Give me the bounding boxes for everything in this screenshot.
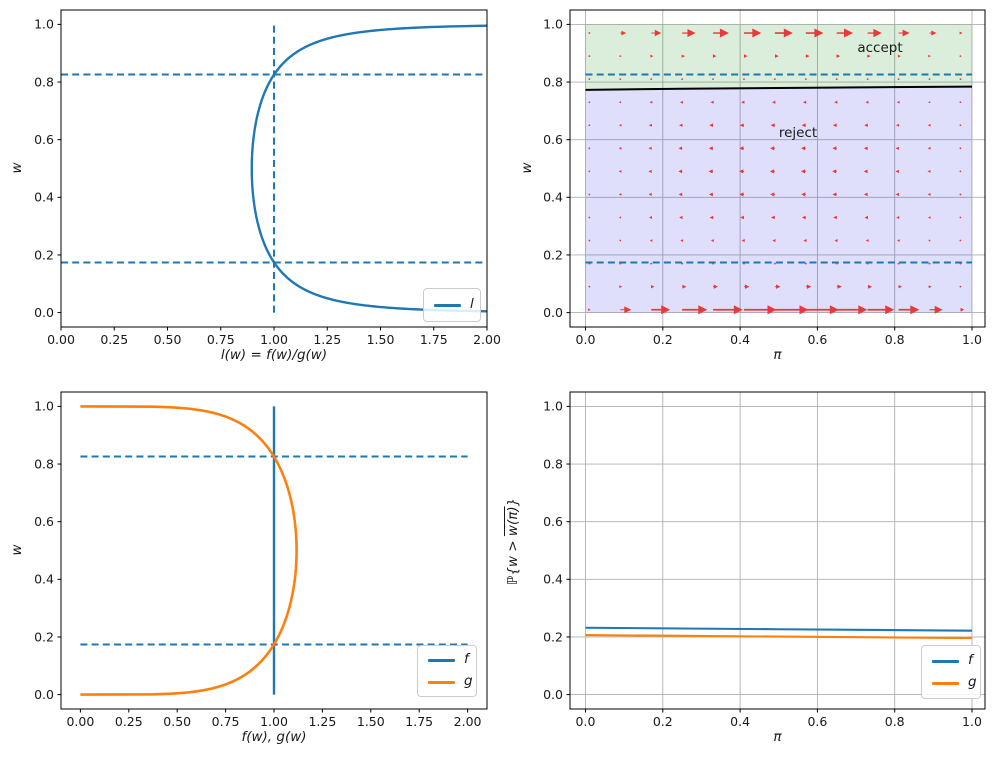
ylabel-exit-probability: ℙ{w > w(π)}	[489, 498, 537, 602]
svg-text:0.6: 0.6	[34, 132, 54, 147]
xlabel-phase-pi: π	[773, 347, 782, 363]
ylabel-w-topright: w	[519, 162, 535, 174]
legend-label-g: g	[968, 674, 977, 691]
legend-line-sample-f	[932, 659, 959, 663]
svg-text:1.75: 1.75	[405, 714, 433, 729]
legend-densities: f g	[417, 645, 477, 697]
svg-text:1.0: 1.0	[962, 714, 982, 729]
svg-text:0.00: 0.00	[66, 714, 94, 729]
legend-label-f: f	[968, 652, 973, 669]
annotation-accept: accept	[857, 40, 903, 56]
legend-entry-g: g	[428, 675, 473, 690]
svg-text:1.0: 1.0	[543, 17, 563, 32]
svg-text:0.00: 0.00	[47, 332, 75, 347]
xlabel-likelihood-ratio: l(w) = f(w)/g(w)	[220, 347, 328, 363]
legend-line-sample-f	[428, 658, 455, 662]
legend-entry-f: f	[428, 651, 469, 668]
svg-text:1.00: 1.00	[260, 332, 288, 347]
legend-line-sample-l	[434, 303, 461, 307]
svg-text:0.6: 0.6	[543, 132, 563, 147]
legend-label-g: g	[464, 673, 473, 690]
svg-text:1.25: 1.25	[313, 332, 341, 347]
xlabel-exitprob-pi: π	[773, 729, 782, 745]
ylabel-exitprob-prefix: ℙ{w >	[505, 536, 521, 586]
svg-text:0.0: 0.0	[543, 305, 563, 320]
legend-line-sample-g	[932, 681, 959, 685]
svg-text:0.8: 0.8	[34, 456, 54, 471]
svg-text:0.8: 0.8	[543, 74, 563, 89]
legend-entry-f: f	[932, 652, 973, 669]
svg-text:0.8: 0.8	[885, 714, 905, 729]
annotation-reject: reject	[778, 125, 818, 141]
svg-text:0.2: 0.2	[653, 332, 673, 347]
legend-line-sample-g	[428, 680, 455, 684]
svg-text:0.6: 0.6	[543, 514, 563, 529]
svg-text:0.2: 0.2	[34, 629, 54, 644]
ylabel-exitprob-suffix: }	[505, 497, 521, 507]
svg-text:0.25: 0.25	[115, 714, 143, 729]
svg-text:0.0: 0.0	[543, 687, 563, 702]
xlabel-densities: f(w), g(w)	[241, 729, 307, 745]
svg-text:0.50: 0.50	[163, 714, 191, 729]
legend-likelihood-ratio: l	[423, 288, 481, 322]
svg-text:0.4: 0.4	[543, 190, 563, 205]
svg-text:0.8: 0.8	[885, 332, 905, 347]
svg-text:0.25: 0.25	[100, 332, 128, 347]
svg-text:0.0: 0.0	[576, 332, 596, 347]
svg-text:0.0: 0.0	[34, 305, 54, 320]
legend-label-f: f	[464, 651, 469, 668]
svg-text:1.0: 1.0	[34, 399, 54, 414]
svg-text:0.2: 0.2	[653, 714, 673, 729]
svg-text:0.4: 0.4	[34, 190, 54, 205]
svg-text:0.75: 0.75	[207, 332, 235, 347]
svg-text:0.4: 0.4	[730, 332, 750, 347]
legend-entry-g: g	[932, 676, 977, 691]
svg-text:0.6: 0.6	[807, 714, 827, 729]
svg-text:1.50: 1.50	[357, 714, 385, 729]
svg-text:0.2: 0.2	[543, 629, 563, 644]
svg-text:2.00: 2.00	[473, 332, 501, 347]
svg-text:0.4: 0.4	[543, 572, 563, 587]
legend-label-l: l	[470, 296, 474, 313]
svg-text:0.4: 0.4	[730, 714, 750, 729]
svg-text:2.00: 2.00	[454, 714, 482, 729]
svg-text:0.0: 0.0	[34, 687, 54, 702]
legend-exit-probability: f g	[921, 645, 981, 699]
svg-text:1.25: 1.25	[308, 714, 336, 729]
svg-text:0.8: 0.8	[34, 74, 54, 89]
svg-text:1.75: 1.75	[420, 332, 448, 347]
svg-text:0.2: 0.2	[543, 247, 563, 262]
svg-text:1.0: 1.0	[962, 332, 982, 347]
svg-text:0.8: 0.8	[543, 456, 563, 471]
svg-text:1.00: 1.00	[260, 714, 288, 729]
ylabel-exitprob-overline: w(π)	[505, 506, 521, 537]
svg-text:0.6: 0.6	[34, 514, 54, 529]
ylabel-w-topleft: w	[9, 162, 25, 174]
ylabel-w-bottomleft: w	[9, 544, 25, 556]
svg-text:1.50: 1.50	[367, 332, 395, 347]
svg-text:0.75: 0.75	[212, 714, 240, 729]
svg-text:1.0: 1.0	[34, 17, 54, 32]
svg-text:0.50: 0.50	[154, 332, 182, 347]
svg-text:0.2: 0.2	[34, 247, 54, 262]
svg-text:1.0: 1.0	[543, 399, 563, 414]
svg-text:0.4: 0.4	[34, 572, 54, 587]
svg-text:0.6: 0.6	[807, 332, 827, 347]
svg-text:0.0: 0.0	[576, 714, 596, 729]
legend-entry-l: l	[434, 298, 474, 313]
